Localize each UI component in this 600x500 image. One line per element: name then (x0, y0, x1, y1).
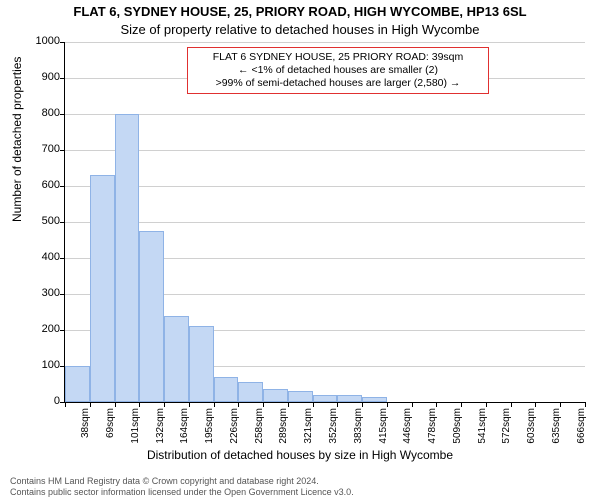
x-tick-label: 101sqm (130, 408, 141, 448)
x-tick-mark (461, 402, 462, 407)
x-axis-label: Distribution of detached houses by size … (0, 448, 600, 462)
x-tick-label: 289sqm (278, 408, 289, 448)
y-tick-mark (60, 114, 65, 115)
annotation-line-3: >99% of semi-detached houses are larger … (194, 77, 482, 90)
y-tick-label: 600 (20, 179, 60, 191)
x-tick-label: 69sqm (105, 408, 116, 448)
footer-line-1: Contains HM Land Registry data © Crown c… (10, 476, 354, 486)
y-tick-mark (60, 330, 65, 331)
x-tick-label: 383sqm (353, 408, 364, 448)
grid-line (65, 222, 585, 223)
page-root: FLAT 6, SYDNEY HOUSE, 25, PRIORY ROAD, H… (0, 0, 600, 500)
y-tick-mark (60, 258, 65, 259)
x-tick-mark (90, 402, 91, 407)
x-tick-mark (585, 402, 586, 407)
y-tick-label: 500 (20, 215, 60, 227)
x-tick-label: 415sqm (378, 408, 389, 448)
y-tick-mark (60, 42, 65, 43)
histogram-bar (139, 231, 164, 402)
x-tick-mark (263, 402, 264, 407)
y-tick-mark (60, 222, 65, 223)
x-tick-mark (65, 402, 66, 407)
x-tick-mark (164, 402, 165, 407)
x-tick-label: 509sqm (452, 408, 463, 448)
histogram-bar (263, 389, 288, 402)
footer-line-2: Contains public sector information licen… (10, 487, 354, 497)
grid-line (65, 42, 585, 43)
x-tick-mark (362, 402, 363, 407)
x-tick-label: 635sqm (551, 408, 562, 448)
annotation-line-1: FLAT 6 SYDNEY HOUSE, 25 PRIORY ROAD: 39s… (194, 51, 482, 64)
histogram-bar (115, 114, 140, 402)
x-tick-mark (337, 402, 338, 407)
histogram-bar (337, 395, 362, 402)
y-tick-label: 0 (20, 395, 60, 407)
x-tick-mark (313, 402, 314, 407)
y-tick-label: 400 (20, 251, 60, 263)
x-tick-mark (115, 402, 116, 407)
histogram-bar (189, 326, 214, 402)
y-tick-label: 300 (20, 287, 60, 299)
chart-title-line1: FLAT 6, SYDNEY HOUSE, 25, PRIORY ROAD, H… (0, 4, 600, 19)
annotation-line-2: ← <1% of detached houses are smaller (2) (194, 64, 482, 77)
x-tick-label: 38sqm (80, 408, 91, 448)
histogram-bar (164, 316, 189, 402)
x-tick-label: 572sqm (501, 408, 512, 448)
x-tick-mark (436, 402, 437, 407)
x-tick-mark (214, 402, 215, 407)
x-tick-label: 446sqm (402, 408, 413, 448)
x-tick-label: 258sqm (254, 408, 265, 448)
x-tick-mark (486, 402, 487, 407)
chart-plot-area: FLAT 6 SYDNEY HOUSE, 25 PRIORY ROAD: 39s… (64, 42, 585, 403)
x-tick-mark (189, 402, 190, 407)
y-tick-label: 100 (20, 359, 60, 371)
footer-attribution: Contains HM Land Registry data © Crown c… (10, 476, 354, 497)
x-tick-label: 541sqm (477, 408, 488, 448)
histogram-bar (238, 382, 263, 402)
x-tick-label: 666sqm (576, 408, 587, 448)
chart-title-line2: Size of property relative to detached ho… (0, 22, 600, 37)
grid-line (65, 150, 585, 151)
y-tick-mark (60, 294, 65, 295)
x-tick-label: 321sqm (303, 408, 314, 448)
histogram-bar (65, 366, 90, 402)
histogram-bar (362, 397, 387, 402)
x-tick-label: 478sqm (427, 408, 438, 448)
y-tick-mark (60, 78, 65, 79)
grid-line (65, 114, 585, 115)
x-tick-label: 352sqm (328, 408, 339, 448)
histogram-bar (90, 175, 115, 402)
x-tick-label: 164sqm (179, 408, 190, 448)
histogram-bar (313, 395, 338, 402)
x-tick-mark (387, 402, 388, 407)
histogram-bar (214, 377, 239, 402)
x-tick-mark (511, 402, 512, 407)
x-tick-label: 603sqm (526, 408, 537, 448)
y-tick-mark (60, 150, 65, 151)
y-tick-label: 900 (20, 71, 60, 83)
y-tick-label: 1000 (20, 35, 60, 47)
x-tick-mark (560, 402, 561, 407)
grid-line (65, 186, 585, 187)
histogram-bar (288, 391, 313, 402)
y-tick-label: 800 (20, 107, 60, 119)
x-tick-label: 226sqm (229, 408, 240, 448)
y-tick-label: 700 (20, 143, 60, 155)
y-tick-label: 200 (20, 323, 60, 335)
x-tick-mark (535, 402, 536, 407)
x-tick-mark (238, 402, 239, 407)
x-tick-mark (412, 402, 413, 407)
x-tick-label: 132sqm (155, 408, 166, 448)
y-tick-mark (60, 186, 65, 187)
annotation-box: FLAT 6 SYDNEY HOUSE, 25 PRIORY ROAD: 39s… (187, 47, 489, 94)
x-tick-label: 195sqm (204, 408, 215, 448)
x-tick-mark (139, 402, 140, 407)
x-tick-mark (288, 402, 289, 407)
